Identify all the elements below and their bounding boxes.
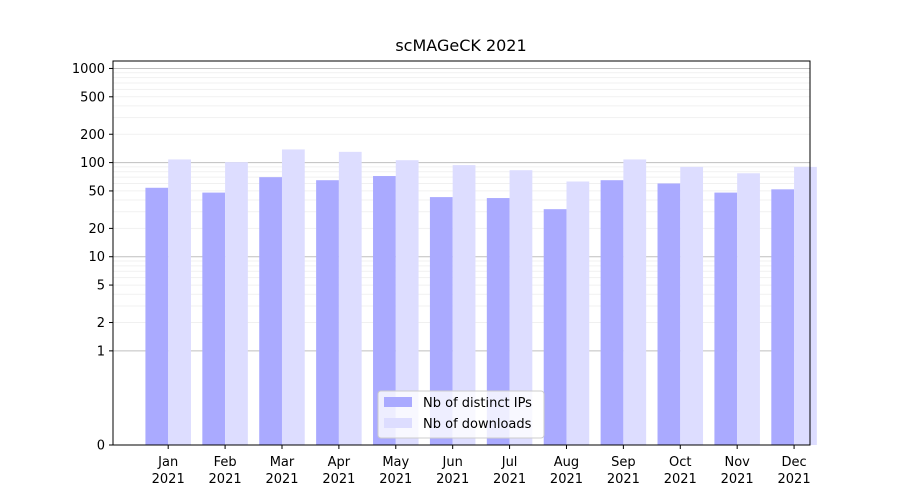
bar-downloads [509, 170, 533, 445]
x-tick-label-month: Nov [724, 455, 750, 470]
bar-distinct-ips [259, 177, 282, 446]
legend-box [377, 390, 545, 439]
bar-distinct-ips [657, 183, 681, 445]
bar-downloads [737, 173, 760, 445]
bar-distinct-ips [543, 209, 567, 445]
x-axis: Jan 2021 Feb 2021 Mar 2021 Apr 2021 May 2021 Jun 20… [152, 445, 811, 487]
y-tick-label: 500 [80, 90, 105, 105]
bar-downloads [225, 162, 248, 445]
x-tick-label-month: Aug [554, 455, 579, 470]
y-tick-label: 100 [80, 156, 105, 171]
bar-distinct-ips [714, 192, 738, 445]
x-tick-label-year: 2021 [379, 472, 412, 487]
bar-downloads [168, 159, 191, 446]
legend-label: Nb of distinct IPs [423, 396, 532, 411]
x-tick-label-year: 2021 [778, 472, 811, 487]
legend-swatch [384, 397, 412, 407]
chart-title: scMAGeCK 2021 [395, 36, 526, 55]
y-tick-label: 1 [97, 344, 105, 359]
x-tick-label-year: 2021 [436, 472, 469, 487]
x-tick-label-year: 2021 [493, 472, 526, 487]
x-tick-label-month: Jun [442, 455, 463, 470]
bar-distinct-ips [316, 180, 339, 445]
bar-distinct-ips [771, 189, 795, 445]
bar-downloads [623, 159, 647, 446]
legend-swatch [384, 418, 412, 428]
bar-distinct-ips [373, 176, 396, 445]
bar-distinct-ips [145, 187, 169, 445]
x-tick-label-year: 2021 [209, 472, 242, 487]
x-tick-label-month: Jan [157, 455, 178, 470]
x-tick-label-month: Jul [501, 455, 518, 470]
y-tick-label: 200 [80, 128, 105, 143]
bar-downloads [794, 166, 817, 446]
x-tick-label-year: 2021 [550, 472, 583, 487]
x-tick-label-year: 2021 [265, 472, 298, 487]
bar-downloads [452, 165, 476, 445]
x-tick-label-year: 2021 [721, 472, 754, 487]
y-axis: 0 1 2 5 10 20 50 100 200 500 1000 [72, 62, 113, 454]
y-tick-label: 20 [88, 222, 105, 237]
x-tick-label-year: 2021 [322, 472, 355, 487]
bars [145, 149, 817, 446]
x-tick-label-month: Feb [214, 455, 237, 470]
x-tick-label-year: 2021 [664, 472, 697, 487]
x-tick-label-month: May [382, 455, 409, 470]
x-tick-label-month: Apr [328, 455, 351, 470]
bar-downloads [566, 181, 590, 445]
bar-distinct-ips [600, 180, 624, 445]
legend-label: Nb of downloads [423, 417, 532, 432]
bar-downloads [680, 166, 704, 446]
y-tick-label: 1000 [72, 62, 105, 77]
x-tick-label-month: Dec [781, 455, 806, 470]
legend: Nb of distinct IPs Nb of downloads [377, 390, 545, 439]
plot-frame [112, 60, 811, 446]
y-tick-label: 0 [97, 439, 105, 454]
bar-downloads [281, 149, 305, 445]
bar-distinct-ips [202, 192, 226, 445]
x-tick-label-month: Mar [270, 455, 295, 470]
x-tick-label-month: Sep [611, 455, 636, 470]
bar-downloads [395, 160, 419, 445]
y-tick-label: 10 [88, 250, 105, 265]
y-tick-label: 5 [97, 279, 105, 294]
x-tick-label-month: Oct [669, 455, 691, 470]
y-tick-label: 2 [97, 316, 105, 331]
x-tick-label-year: 2021 [607, 472, 640, 487]
bar-distinct-ips [486, 198, 510, 445]
bar-distinct-ips [429, 197, 453, 445]
y-tick-label: 50 [88, 184, 105, 199]
x-tick-label-year: 2021 [152, 472, 185, 487]
bar-downloads [338, 151, 362, 446]
